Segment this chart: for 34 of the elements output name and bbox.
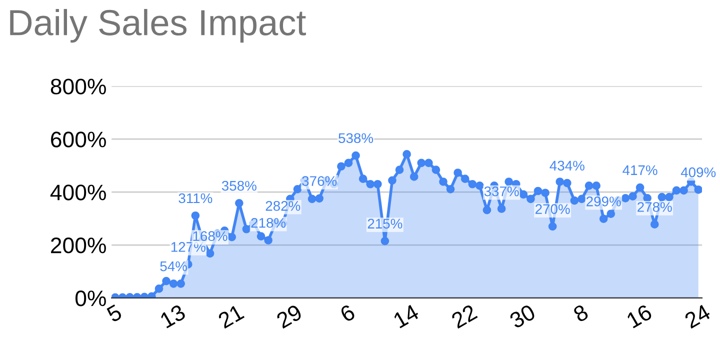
data-label: 299% [586,196,621,206]
y-tick-label: 400% [50,184,106,200]
x-tick-label: 29 [276,304,303,329]
data-label: 358% [222,180,256,191]
data-label: 376% [302,176,337,186]
x-tick-label: 24 [684,304,712,329]
y-tick-label: 200% [51,238,106,254]
data-label: 168% [193,231,228,242]
x-tick-label: 14 [392,304,420,328]
data-label: 215% [368,218,402,229]
chart-title: Daily Sales Impact [10,8,306,43]
y-tick-label: 800% [50,78,106,94]
data-label: 434% [550,160,584,171]
data-label: 127% [171,242,206,252]
x-tick-label: 8 [572,304,590,323]
data-label: 278% [638,202,672,212]
y-tick-label: 0% [75,290,106,306]
data-label: 218% [251,218,286,228]
y-tick-label: 600% [51,132,106,148]
data-label: 337% [484,186,519,196]
data-label: 270% [536,204,570,214]
x-tick-label: 16 [626,304,653,328]
x-tick-label: 21 [217,304,245,329]
data-label: 538% [338,133,374,144]
x-tick-label: 30 [508,304,536,329]
data-label: 282% [266,201,300,211]
x-tick-label: 5 [106,304,123,323]
x-tick-label: 6 [339,304,356,323]
x-tick-label: 22 [450,304,478,329]
data-label: 417% [622,165,658,176]
data-label: 311% [178,193,212,204]
data-label: 409% [680,167,716,178]
x-tick-label: 13 [159,304,186,328]
data-label: 54% [160,261,187,272]
